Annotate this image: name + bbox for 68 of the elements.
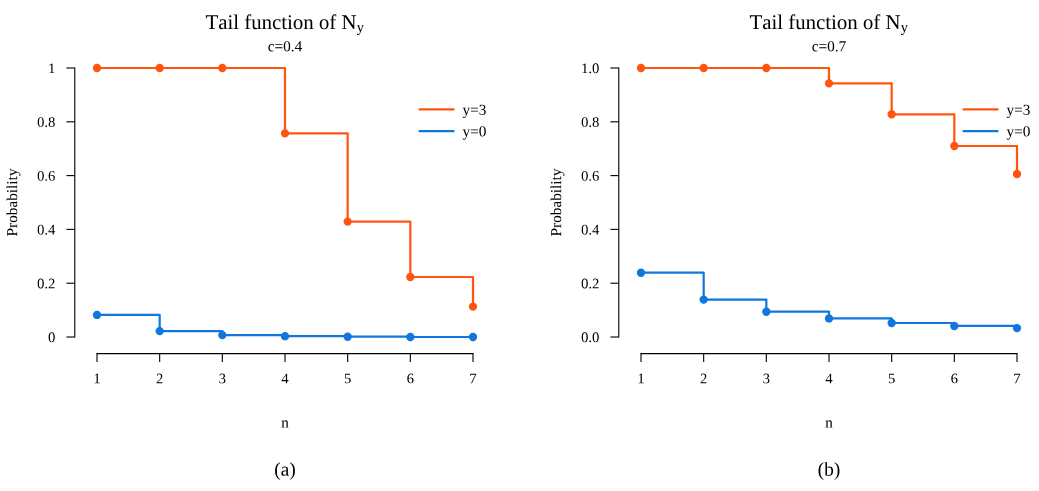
legend-label: y=0 [462,126,486,140]
y-tick-label: 0.8 [37,117,55,128]
legend-label: y=3 [1006,104,1030,119]
x-axis-title: n [281,420,289,428]
point [636,268,646,277]
point [343,332,352,341]
x-tick-label: 3 [763,373,770,384]
point [636,63,646,73]
point [218,330,227,340]
x-tick-label: 5 [888,373,895,384]
text: (b) [818,462,840,480]
legend-label: y=3 [462,104,486,119]
y-tick-label: 0 [48,332,55,343]
x-tick-label: 7 [470,373,477,384]
chart-subtitle: c=0.7 [812,41,846,52]
x-tick-label: 6 [407,373,414,384]
chart-title: Tail function of N$_{y}$ [749,14,908,35]
x-tick-label: 5 [344,373,351,384]
point [155,326,164,336]
x-tick-label: 2 [700,373,707,384]
x-tick-label: 7 [1014,373,1021,384]
x-tick-label: 2 [156,373,163,384]
x-tick-label: 1 [638,373,644,384]
y-tick-label: 0.2 [37,278,55,289]
point [218,63,227,73]
x-tick-label: 6 [951,373,958,384]
text: (a) [275,462,295,480]
point [280,332,290,341]
x-tick-label: 3 [219,373,226,384]
point [950,321,959,331]
point [699,63,708,73]
point [699,295,708,304]
point [824,314,834,323]
y-tick-label: 0.4 [581,224,600,235]
point [887,318,896,328]
point [468,332,478,342]
point [92,63,102,73]
point [92,310,102,320]
point [1012,323,1022,333]
y-tick-label: 0.6 [37,170,55,181]
x-tick-label: 4 [281,373,289,384]
x-axis-title: n [825,420,833,428]
chart-title: Tail function of N$_{y}$ [205,14,364,35]
y-tick-label: 0.8 [581,117,599,128]
chart-subtitle: c=0.4 [268,41,303,52]
point [343,217,352,226]
y-axis-title: Probability [6,168,21,237]
point [887,110,896,119]
point [950,141,959,151]
y-tick-label: 0.6 [581,170,599,181]
point [762,63,771,73]
legend-label: y=0 [1006,126,1030,140]
y-tick-label: 0.2 [581,278,599,289]
point [406,332,415,342]
point [155,63,164,73]
y-tick-label: 1.0 [582,63,599,74]
y-tick-label: 0.4 [37,224,56,235]
point [406,272,415,282]
y-axis-title: Probability [550,168,565,237]
point [762,307,771,316]
x-tick-label: 1 [94,373,100,384]
y-tick-label: 0.0 [581,332,599,343]
y-tick-label: 1 [49,63,55,74]
x-tick-label: 4 [825,373,833,384]
point [468,302,478,311]
point [1012,169,1022,179]
point [280,129,290,138]
point [824,79,834,88]
